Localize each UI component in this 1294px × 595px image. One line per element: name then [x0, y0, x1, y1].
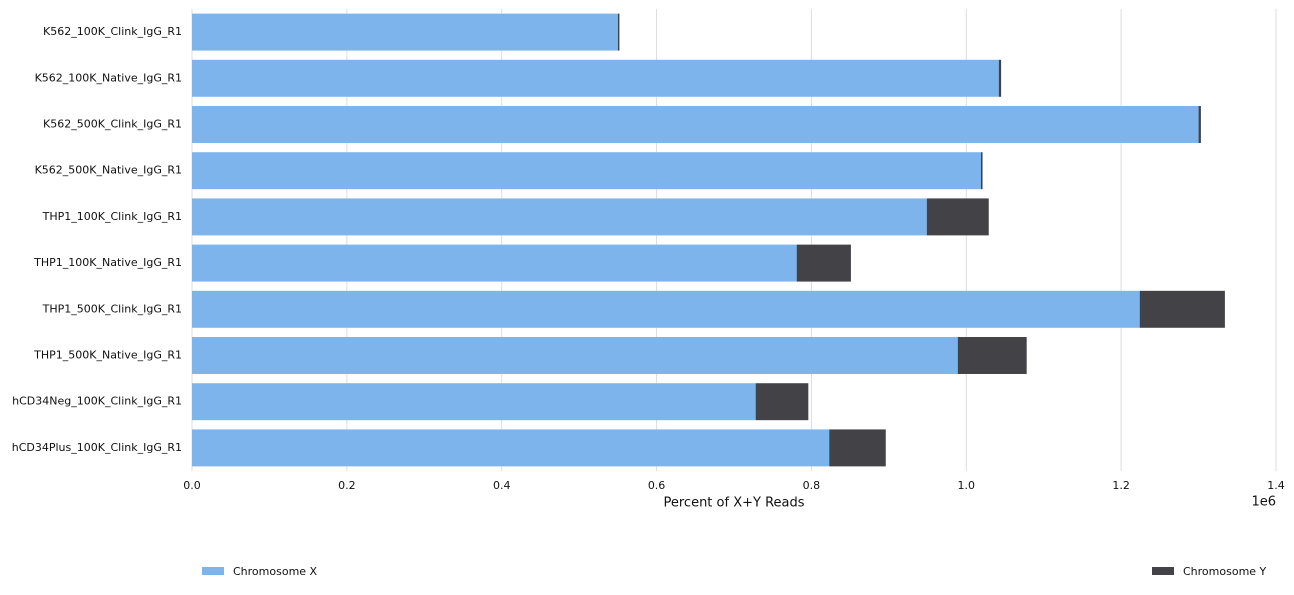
- bar-segment: [755, 383, 809, 421]
- x-tick-label: 0.2: [338, 479, 356, 492]
- y-tick-label: THP1_500K_Native_IgG_R1: [33, 349, 182, 362]
- bar-segment: [192, 290, 1140, 328]
- y-tick-label: K562_500K_Clink_IgG_R1: [43, 118, 182, 131]
- legend-label: Chromosome X: [233, 565, 318, 578]
- x-tick-label: 0.6: [648, 479, 666, 492]
- bar-segment: [617, 13, 620, 51]
- bar-segment: [926, 198, 989, 236]
- y-tick-label: K562_100K_Clink_IgG_R1: [43, 25, 182, 38]
- bar-segment: [980, 152, 983, 190]
- x-tick-label: 1.2: [1112, 479, 1130, 492]
- x-tick-label: 1.4: [1267, 479, 1285, 492]
- y-tick-label: hCD34Neg_100K_Clink_IgG_R1: [12, 395, 182, 408]
- bar-segment: [192, 337, 958, 374]
- bar-segment: [796, 244, 851, 282]
- bar-segment: [192, 152, 981, 190]
- x-tick-label: 0.8: [803, 479, 821, 492]
- x-tick-label: 0.4: [493, 479, 511, 492]
- bar-segment: [192, 13, 618, 51]
- bar-segment: [192, 198, 927, 236]
- x-offset-label: 1e6: [1251, 495, 1276, 510]
- bar-segment: [829, 429, 886, 467]
- x-tick-label: 0.0: [183, 479, 201, 492]
- y-tick-label: hCD34Plus_100K_Clink_IgG_R1: [12, 441, 182, 454]
- bar-segment: [192, 106, 1199, 143]
- y-tick-label: THP1_500K_Clink_IgG_R1: [42, 302, 182, 315]
- bar-segment: [192, 429, 830, 467]
- bar-segment: [1198, 106, 1201, 143]
- bar-segment: [192, 59, 999, 97]
- bar-segment: [192, 383, 756, 421]
- x-axis-label: Percent of X+Y Reads: [663, 496, 804, 511]
- x-tick-label: 1.0: [958, 479, 976, 492]
- bar-segment: [957, 337, 1027, 374]
- bar-segment: [192, 244, 797, 282]
- y-tick-label: K562_500K_Native_IgG_R1: [35, 164, 182, 177]
- y-tick-label: THP1_100K_Clink_IgG_R1: [42, 210, 182, 223]
- legend-swatch: [202, 567, 224, 575]
- bar-segment: [998, 59, 1002, 97]
- y-tick-label: K562_100K_Native_IgG_R1: [35, 71, 182, 84]
- bar-segment: [1139, 290, 1225, 328]
- legend-swatch: [1152, 567, 1174, 575]
- y-tick-label: THP1_100K_Native_IgG_R1: [33, 256, 182, 269]
- legend-label: Chromosome Y: [1183, 565, 1267, 578]
